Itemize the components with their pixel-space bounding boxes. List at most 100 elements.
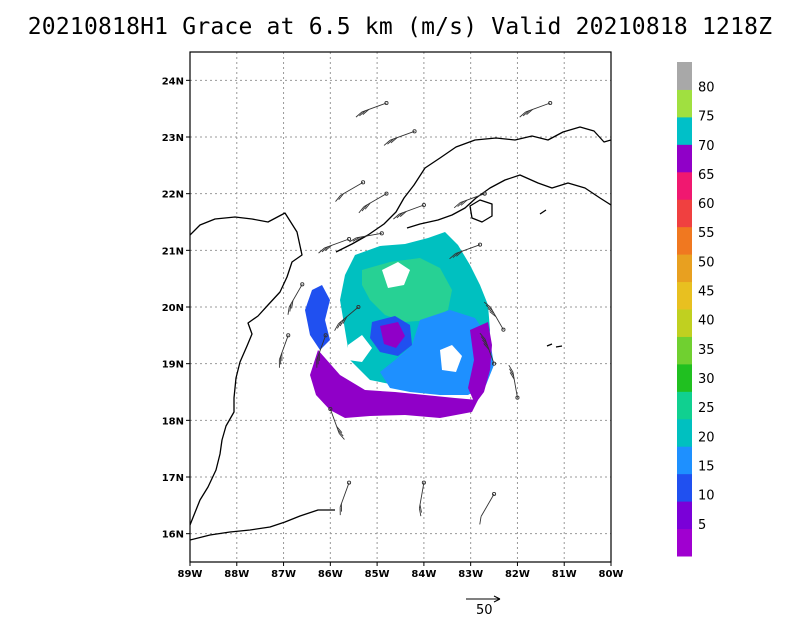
- barb-feather: [457, 200, 464, 207]
- barb-staff: [339, 482, 350, 508]
- wind-barb: [318, 236, 352, 254]
- barb-feather: [483, 301, 491, 308]
- lat-tick-label: 24N: [162, 76, 184, 87]
- colorbar-segment: [677, 418, 692, 447]
- barb-feather: [383, 139, 391, 146]
- barb-feather: [479, 332, 486, 340]
- colorbar-label: 50: [698, 255, 715, 270]
- colorbar-label: 5: [698, 518, 706, 533]
- swath-purple-south: [310, 350, 478, 418]
- coastline: [190, 126, 611, 541]
- wind-barb: [278, 333, 291, 368]
- colorbar-segment: [677, 144, 692, 173]
- colorbar-label: 45: [698, 285, 715, 300]
- barb-feather: [387, 138, 394, 145]
- wind-barb: [358, 191, 389, 214]
- colorbar-segment: [677, 281, 692, 310]
- wind-barb: [453, 191, 487, 209]
- colorbar-segment: [677, 363, 692, 392]
- latitude-labels: 16N 17N 18N 19N 20N 21N 22N 23N 24N: [162, 76, 190, 541]
- wind-barb: [479, 332, 497, 366]
- yucatan-coastline: [190, 212, 303, 526]
- colorbar-segment: [677, 116, 692, 145]
- lon-tick-label: 85W: [365, 569, 390, 580]
- colorbar-segment: [677, 171, 692, 200]
- reference-arrowhead: [493, 595, 501, 603]
- barb-staff: [512, 371, 518, 398]
- colorbar-segment: [677, 62, 692, 90]
- eye-gap-2: [348, 335, 372, 362]
- lat-tick-label: 18N: [162, 416, 184, 427]
- barb-feather: [325, 245, 332, 251]
- barb-feather: [289, 303, 292, 312]
- barb-feather: [352, 236, 360, 242]
- eye-gap-1: [382, 262, 410, 288]
- colorbar-label: 65: [698, 168, 715, 183]
- colorbar-segment: [677, 336, 692, 365]
- wind-barb: [334, 304, 361, 331]
- wind-barb: [519, 100, 553, 118]
- colorbar-segment: [677, 199, 692, 228]
- barb-staff: [329, 408, 340, 434]
- barb-feather: [508, 364, 514, 373]
- colorbar-label: 30: [698, 372, 715, 387]
- lat-tick-label: 21N: [162, 246, 184, 257]
- map-grid: [190, 52, 611, 562]
- barb-feather: [452, 251, 460, 258]
- colorbar-segment: [677, 501, 692, 530]
- barb-station: [384, 191, 389, 196]
- barb-feather: [396, 212, 404, 219]
- barb-station: [346, 236, 352, 242]
- colorbar-segment: [677, 89, 692, 118]
- barb-station: [346, 480, 352, 485]
- swath-blue-west: [305, 285, 330, 350]
- barb-station: [361, 180, 366, 185]
- colorbar-segment: [677, 309, 692, 337]
- barb-feather: [522, 110, 530, 117]
- barb-staff: [455, 244, 481, 254]
- colorbar: 5 10 15 20 25 30 35 40 45 50 55 60 65 70 75 80: [677, 62, 715, 557]
- swath-blue-ring: [380, 310, 494, 395]
- wind-barb: [479, 491, 497, 525]
- barb-staff: [363, 193, 387, 208]
- wind-speed-swath: [305, 232, 494, 418]
- colorbar-label: 35: [698, 343, 715, 358]
- lon-tick-label: 84W: [411, 569, 436, 580]
- lat-tick-label: 19N: [162, 360, 184, 371]
- barb-feather: [321, 246, 329, 253]
- lat-tick-label: 17N: [162, 473, 184, 484]
- barb-staff: [399, 204, 425, 215]
- colorbar-label: 60: [698, 197, 715, 212]
- lon-tick-label: 88W: [224, 569, 249, 580]
- barb-feather: [390, 137, 398, 144]
- barb-staff: [480, 493, 495, 517]
- barb-feather: [356, 236, 364, 242]
- barb-feather: [453, 202, 461, 209]
- wind-barb: [483, 301, 506, 332]
- lat-tick-label: 23N: [162, 133, 184, 144]
- barb-feather: [342, 316, 348, 324]
- wind-barb: [339, 480, 352, 516]
- barb-staff: [525, 102, 551, 113]
- barb-feather: [349, 237, 357, 243]
- barb-feather: [291, 300, 294, 309]
- barb-staff: [316, 335, 327, 360]
- wind-barb: [393, 202, 426, 220]
- colorbar-segment: [677, 446, 692, 475]
- barb-feather: [460, 199, 468, 206]
- barb-station: [482, 191, 487, 196]
- barb-feather: [519, 111, 527, 118]
- barb-staff: [278, 335, 289, 360]
- barb-feather: [399, 211, 407, 217]
- colorbar-segment: [677, 226, 692, 255]
- wind-barb: [508, 364, 520, 400]
- barb-feather: [480, 336, 487, 343]
- barb-feather: [509, 372, 515, 380]
- barb-feather: [482, 339, 488, 347]
- colorbar-label: 70: [698, 139, 715, 154]
- barb-station: [300, 282, 305, 287]
- barb-feather: [338, 433, 345, 440]
- barb-staff: [389, 130, 415, 141]
- barb-feather: [335, 195, 341, 202]
